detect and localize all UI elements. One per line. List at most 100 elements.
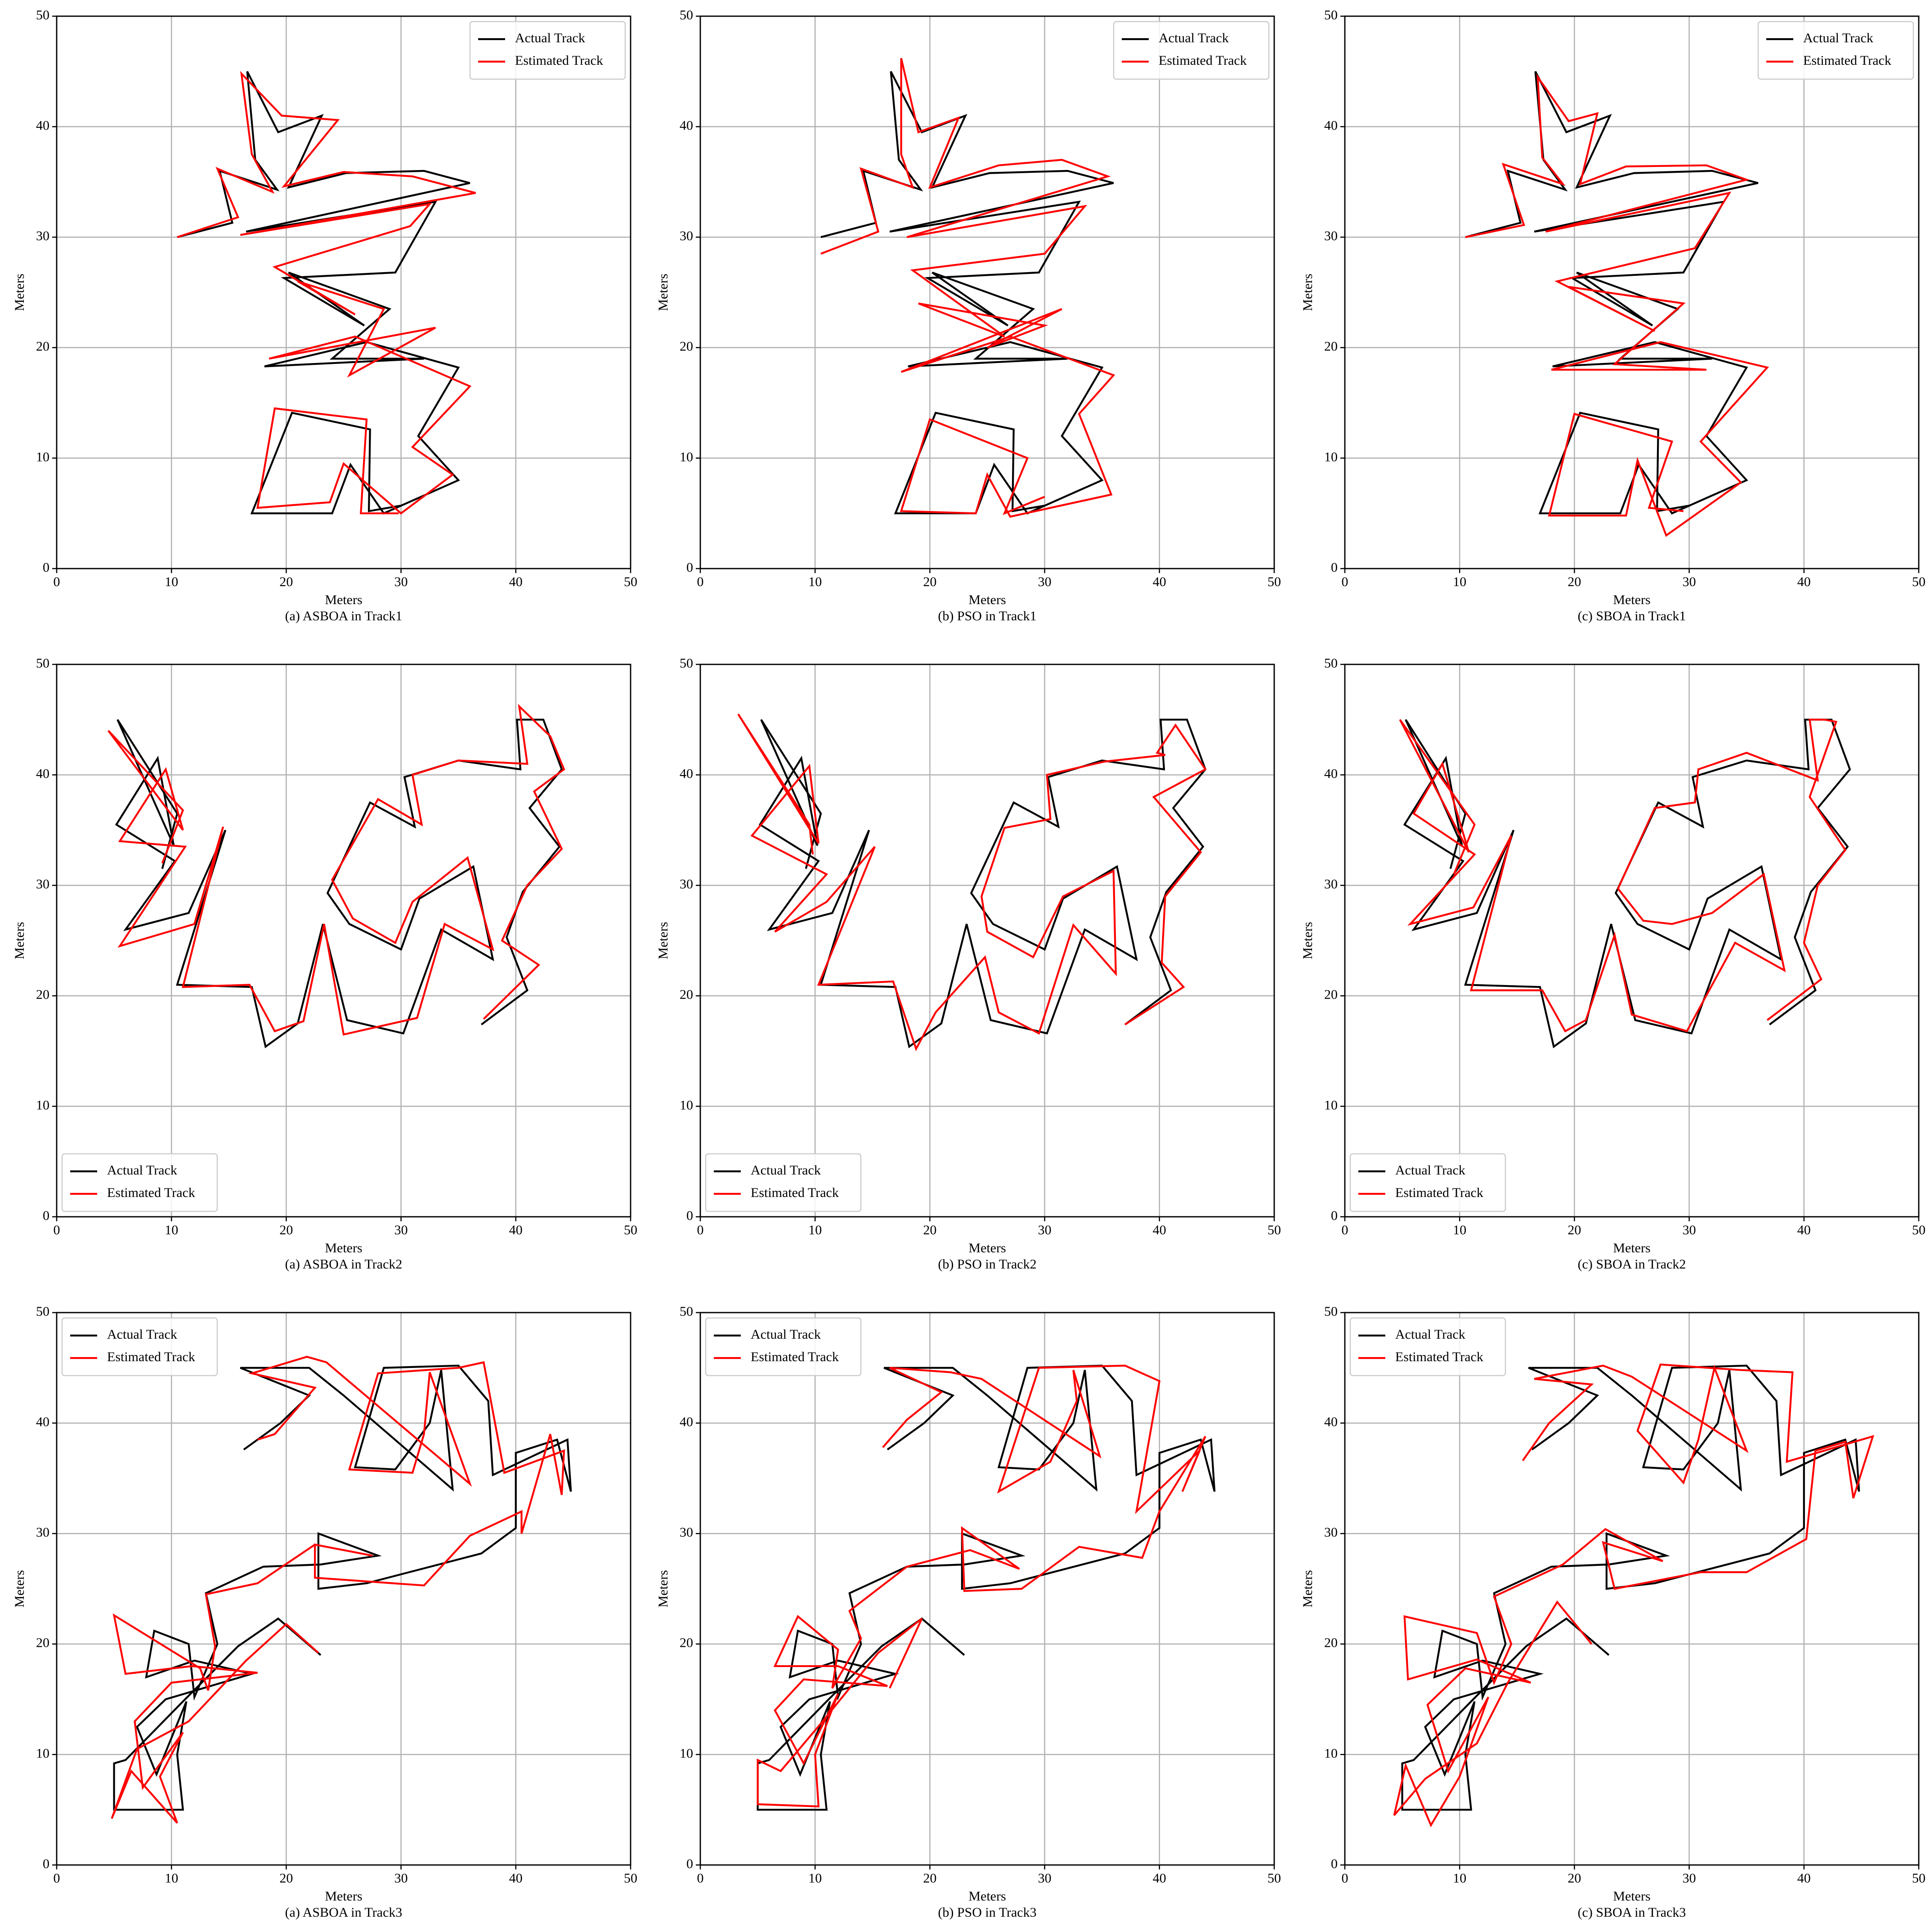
caption: (a) ASBOA in Track2 <box>285 1257 403 1272</box>
y-tick-label: 30 <box>36 1525 49 1540</box>
legend-box <box>61 1153 218 1212</box>
y-tick-label: 40 <box>36 118 49 133</box>
x-tick-label: 20 <box>923 1223 936 1237</box>
y-tick-label: 50 <box>680 8 693 22</box>
legend-label: Estimated Track <box>1159 53 1247 68</box>
caption: (c) SBOA in Track3 <box>1578 1905 1686 1920</box>
plot-frame <box>56 663 631 1218</box>
x-tick-label: 40 <box>1797 574 1811 589</box>
x-tick-label: 0 <box>1342 1871 1348 1886</box>
x-tick-label: 50 <box>1912 1223 1926 1237</box>
legend-label: Estimated Track <box>1395 1185 1483 1200</box>
x-tick-label: 40 <box>1797 1223 1811 1237</box>
legend-box <box>1757 21 1914 80</box>
y-axis-label: Meters <box>656 1570 671 1607</box>
y-axis-label: Meters <box>12 922 27 959</box>
plot-frame <box>1344 15 1920 569</box>
y-tick-label: 20 <box>36 339 49 354</box>
x-tick-label: 50 <box>624 1223 637 1237</box>
y-tick-label: 10 <box>680 449 693 464</box>
track-line <box>757 1364 1206 1808</box>
y-tick-label: 10 <box>1324 1098 1338 1112</box>
caption: (c) SBOA in Track2 <box>1578 1257 1686 1272</box>
x-tick-label: 0 <box>54 574 60 589</box>
x-tick-label: 40 <box>1153 574 1166 589</box>
y-tick-label: 50 <box>1324 656 1338 671</box>
subplot: 0 10 20 30 40 50 0 10 20 30 40 50 Meters (a) ASBOA in… <box>12 656 637 1272</box>
y-tick-label: 50 <box>36 1304 49 1319</box>
track-line <box>1465 71 1759 515</box>
legend-label: Estimated Track <box>751 1349 839 1364</box>
x-tick-label: 10 <box>1453 574 1466 589</box>
x-axis-label: Meters <box>1613 1889 1650 1904</box>
y-tick-label: 40 <box>1324 766 1338 781</box>
x-tick-label: 40 <box>509 1871 523 1886</box>
track-line <box>111 1356 565 1824</box>
x-tick-label: 0 <box>697 1871 704 1886</box>
legend-box <box>61 1317 218 1376</box>
y-tick-label: 20 <box>680 987 693 1002</box>
legend-box <box>705 1317 862 1376</box>
x-tick-label: 20 <box>1567 574 1581 589</box>
y-tick-label: 40 <box>1324 118 1338 133</box>
track-line <box>737 713 1207 1051</box>
y-tick-label: 20 <box>1324 339 1338 354</box>
x-tick-label: 40 <box>509 574 523 589</box>
x-tick-label: 40 <box>1153 1871 1166 1886</box>
y-axis-label: Meters <box>12 273 27 311</box>
track-line <box>820 71 1114 515</box>
y-tick-label: 30 <box>1324 877 1338 892</box>
x-tick-label: 50 <box>1912 574 1926 589</box>
x-tick-label: 10 <box>1453 1871 1466 1886</box>
plot-frame <box>699 1312 1275 1866</box>
x-tick-label: 50 <box>1267 1223 1281 1237</box>
y-axis-label: Meters <box>656 273 671 311</box>
x-tick-label: 10 <box>1453 1223 1466 1237</box>
plot-frame <box>699 15 1275 569</box>
legend: Actual Track Estimated Track <box>61 1317 218 1376</box>
legend: Actual Track Estimated Track <box>1349 1153 1506 1212</box>
caption: (b) PSO in Track3 <box>938 1905 1036 1920</box>
y-tick-label: 30 <box>1324 1525 1338 1540</box>
legend: Actual Track Estimated Track <box>1757 21 1914 80</box>
legend-label: Actual Track <box>107 1327 177 1342</box>
track-line <box>107 704 565 1036</box>
x-axis-label: Meters <box>1613 592 1650 607</box>
x-tick-label: 20 <box>923 1871 936 1886</box>
legend-label: Actual Track <box>1803 31 1873 45</box>
y-tick-label: 50 <box>1324 8 1338 22</box>
track-line <box>1465 73 1769 537</box>
y-tick-label: 40 <box>36 766 49 781</box>
x-axis-label: Meters <box>968 1241 1006 1255</box>
x-tick-label: 10 <box>165 574 178 589</box>
y-tick-label: 40 <box>680 1414 693 1429</box>
y-tick-label: 20 <box>1324 987 1338 1002</box>
legend: Actual Track Estimated Track <box>61 1153 218 1212</box>
legend: Actual Track Estimated Track <box>1349 1317 1506 1376</box>
y-tick-label: 30 <box>680 877 693 892</box>
x-axis-label: Meters <box>325 1889 362 1904</box>
x-axis-label: Meters <box>325 592 362 607</box>
x-tick-label: 50 <box>1267 574 1281 589</box>
track-line <box>1399 718 1847 1033</box>
legend-label: Estimated Track <box>515 53 603 68</box>
x-tick-label: 30 <box>1683 1871 1696 1886</box>
track-line <box>1393 1363 1875 1828</box>
caption: (a) ASBOA in Track1 <box>285 609 403 623</box>
x-axis-label: Meters <box>1613 1241 1650 1255</box>
legend-box <box>469 21 626 80</box>
x-axis-label: Meters <box>968 592 1006 607</box>
y-tick-label: 0 <box>686 1208 693 1223</box>
x-tick-label: 20 <box>1567 1223 1581 1237</box>
plot-frame <box>1344 663 1920 1218</box>
y-tick-label: 30 <box>680 229 693 243</box>
subplot: 0 10 20 30 40 50 0 10 20 30 40 50 Meters (c) SBOA in … <box>1300 656 1926 1272</box>
y-tick-label: 20 <box>680 1636 693 1650</box>
legend-box <box>1349 1317 1506 1376</box>
legend: Actual Track Estimated Track <box>1113 21 1270 80</box>
x-tick-label: 50 <box>1267 1871 1281 1886</box>
y-tick-label: 40 <box>36 1414 49 1429</box>
legend-label: Actual Track <box>515 31 585 45</box>
y-tick-label: 50 <box>36 656 49 671</box>
x-tick-label: 0 <box>697 1223 704 1237</box>
